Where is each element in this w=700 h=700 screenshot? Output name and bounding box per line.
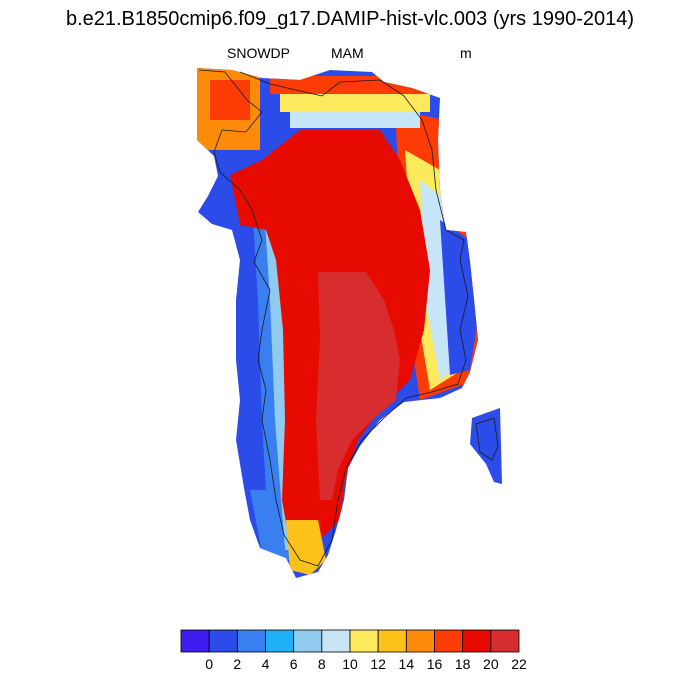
colorbar-tick-label: 2 bbox=[233, 656, 241, 672]
colorbar-swatch bbox=[180, 629, 210, 653]
colorbar-tick-label: 20 bbox=[483, 656, 499, 672]
colorbar-swatch bbox=[462, 629, 492, 653]
colorbar-tick-label: 22 bbox=[511, 656, 527, 672]
colorbar-swatch bbox=[293, 629, 323, 653]
colorbar-swatch bbox=[208, 629, 238, 653]
field-north-10 bbox=[290, 112, 420, 128]
colorbar-tick-label: 4 bbox=[262, 656, 270, 672]
colorbar-swatch bbox=[434, 629, 464, 653]
field-south-tip bbox=[286, 520, 326, 575]
colorbar-swatch bbox=[349, 629, 379, 653]
colorbar-tick-label: 14 bbox=[399, 656, 415, 672]
coastline bbox=[198, 69, 469, 567]
plot-title: b.e21.B1850cmip6.f09_g17.DAMIP-hist-vlc.… bbox=[65, 8, 635, 30]
colorbar-tick-label: 8 bbox=[318, 656, 326, 672]
field-south-west bbox=[250, 490, 286, 560]
colorbar-tick-label: 12 bbox=[370, 656, 386, 672]
colorbar-swatch bbox=[405, 629, 435, 653]
east-island bbox=[470, 408, 502, 484]
colorbar-swatch bbox=[265, 629, 295, 653]
colorbar-swatch bbox=[377, 629, 407, 653]
variable-label: SNOWDP bbox=[227, 45, 290, 61]
colorbar-swatch bbox=[490, 629, 520, 653]
field-nw-red bbox=[210, 80, 250, 120]
colorbar-tick-label: 18 bbox=[455, 656, 471, 672]
colorbar-tick-label: 10 bbox=[342, 656, 358, 672]
colorbar-tick-label: 6 bbox=[290, 656, 298, 672]
colorbar-swatch bbox=[321, 629, 351, 653]
season-label: MAM bbox=[331, 45, 364, 61]
field-north-12 bbox=[280, 94, 430, 112]
field-interior-22 bbox=[316, 272, 400, 500]
units-label: m bbox=[460, 45, 472, 61]
colorbar-swatch bbox=[236, 629, 266, 653]
colorbar-tick-label: 0 bbox=[205, 656, 213, 672]
field-east-2 bbox=[440, 220, 478, 375]
colorbar-tick-label: 16 bbox=[427, 656, 443, 672]
